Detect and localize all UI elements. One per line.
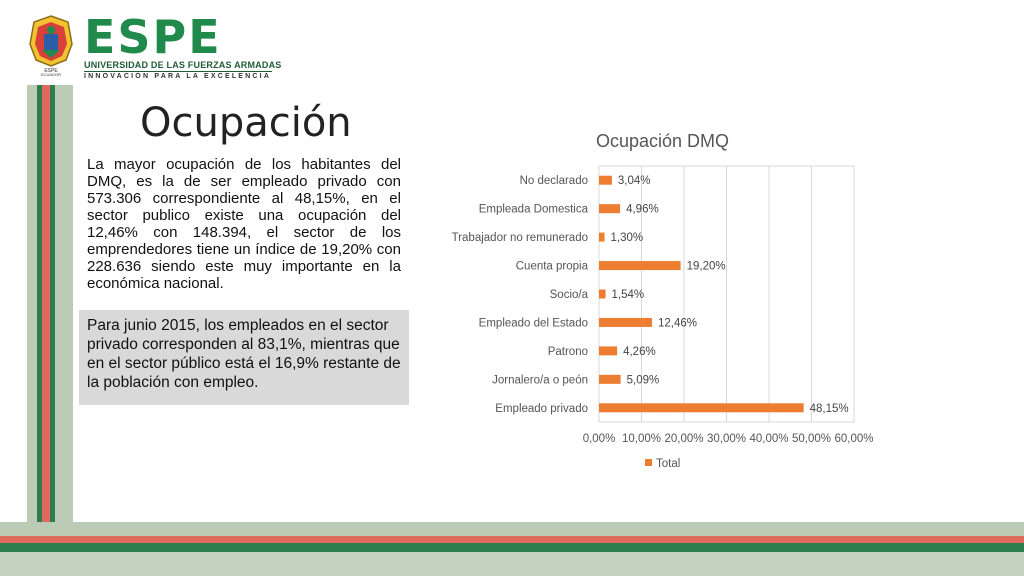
bar (599, 204, 621, 214)
bar (599, 261, 681, 271)
decor-stripe (50, 85, 55, 576)
decor-band (0, 522, 1024, 536)
category-label: Empleado privado (495, 403, 588, 415)
data-label: 48,15% (810, 403, 849, 415)
occupation-bar-chart: 0,00% 10,00% 20,00% 30,00% 40,00% 50,00% 60,00… (452, 165, 874, 470)
decor-band (0, 543, 1024, 552)
brand-subtitle: UNIVERSIDAD DE LAS FUERZAS ARMADAS (84, 60, 282, 70)
category-label: Cuenta propia (516, 261, 589, 273)
data-label: 5,09% (627, 374, 660, 386)
decor-stripe (42, 85, 50, 576)
highlight-paragraph: Para junio 2015, los empleados en el sec… (87, 317, 401, 391)
espe-logo: ESPE ECUADOR ESPE UNIVERSIDAD DE LAS FUE… (22, 10, 281, 84)
bar (599, 317, 652, 327)
data-label: 12,46% (658, 317, 697, 329)
slide-title: Ocupación (140, 100, 352, 146)
x-tick-label: 20,00% (664, 433, 703, 445)
bar (599, 289, 606, 299)
body-paragraph: La mayor ocupación de los habitantes del… (87, 156, 401, 292)
university-seal-icon: ESPE ECUADOR (29, 15, 73, 76)
data-label: 19,20% (687, 261, 726, 273)
category-label: Empleada Domestica (479, 204, 589, 216)
x-tick-label: 30,00% (707, 433, 746, 445)
bar (599, 374, 621, 384)
category-label: Trabajador no remunerado (452, 232, 588, 244)
brand-tagline: INNOVACIÓN PARA LA EXCELENCIA (84, 73, 272, 80)
decor-stripe (55, 85, 73, 576)
x-tick-label: 40,00% (749, 433, 788, 445)
decor-band (0, 536, 1024, 543)
data-label: 1,54% (612, 289, 645, 301)
legend-swatch (645, 459, 652, 466)
x-tick-label: 10,00% (622, 433, 661, 445)
bar (599, 403, 804, 413)
brand-name: ESPE (84, 10, 222, 64)
decor-band (0, 552, 1024, 576)
bar (599, 232, 605, 242)
x-tick-label: 0,00% (583, 433, 616, 445)
svg-text:ECUADOR: ECUADOR (41, 72, 61, 76)
category-label: Empleado del Estado (479, 317, 588, 329)
svg-text:ESPE: ESPE (44, 68, 58, 74)
chart-title: Ocupación DMQ (596, 131, 730, 151)
bar (599, 175, 612, 185)
legend-label: Total (656, 458, 680, 470)
data-label: 4,26% (623, 346, 656, 358)
highlight-box: Para junio 2015, los empleados en el sec… (79, 310, 409, 405)
data-label: 1,30% (611, 232, 644, 244)
category-label: Patrono (548, 346, 588, 358)
category-label: No declarado (520, 175, 588, 187)
bar (599, 346, 618, 356)
decor-stripe (27, 85, 37, 576)
category-label: Jornalero/a o peón (492, 374, 588, 386)
brand-divider (84, 71, 272, 72)
category-label: Socio/a (550, 289, 589, 301)
decor-stripe (37, 85, 42, 576)
x-tick-label: 50,00% (792, 433, 831, 445)
data-label: 4,96% (626, 204, 659, 216)
data-label: 3,04% (618, 175, 651, 187)
x-tick-label: 60,00% (834, 433, 873, 445)
